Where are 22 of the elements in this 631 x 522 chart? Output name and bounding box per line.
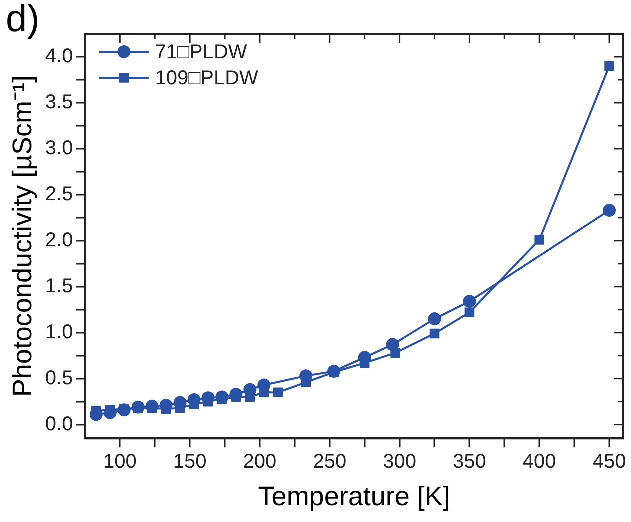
legend-label: 71□PLDW xyxy=(155,42,248,64)
x-tick-label: 100 xyxy=(103,451,137,474)
x-tick-label: 450 xyxy=(592,451,626,474)
x-tick-label: 400 xyxy=(522,451,556,474)
x-tick-label: 150 xyxy=(173,451,207,474)
y-tick-label: 4.0 xyxy=(45,46,74,68)
x-axis-title: Temperature [K] xyxy=(258,481,450,512)
x-tick-label: 200 xyxy=(243,451,277,474)
y-tick-label: 0.5 xyxy=(45,367,74,390)
y-tick-label: 1.5 xyxy=(45,275,74,298)
x-tick-label: 250 xyxy=(313,451,347,474)
y-axis-title: Photoconductivity [µScm⁻¹] xyxy=(8,75,38,398)
x-tick-label: 350 xyxy=(453,451,486,474)
y-tick-label: 2.0 xyxy=(45,229,74,252)
x-tick-label: 300 xyxy=(383,451,416,474)
y-tick-label: 3.5 xyxy=(45,91,74,114)
text: d) xyxy=(6,0,40,40)
y-tick-label: 0.0 xyxy=(45,413,74,436)
y-tick-label: 3.0 xyxy=(45,137,74,160)
y-tick-label: 2.5 xyxy=(45,183,74,206)
legend-label: 109□PLDW xyxy=(155,68,259,90)
y-tick-label: 1.0 xyxy=(45,321,74,344)
